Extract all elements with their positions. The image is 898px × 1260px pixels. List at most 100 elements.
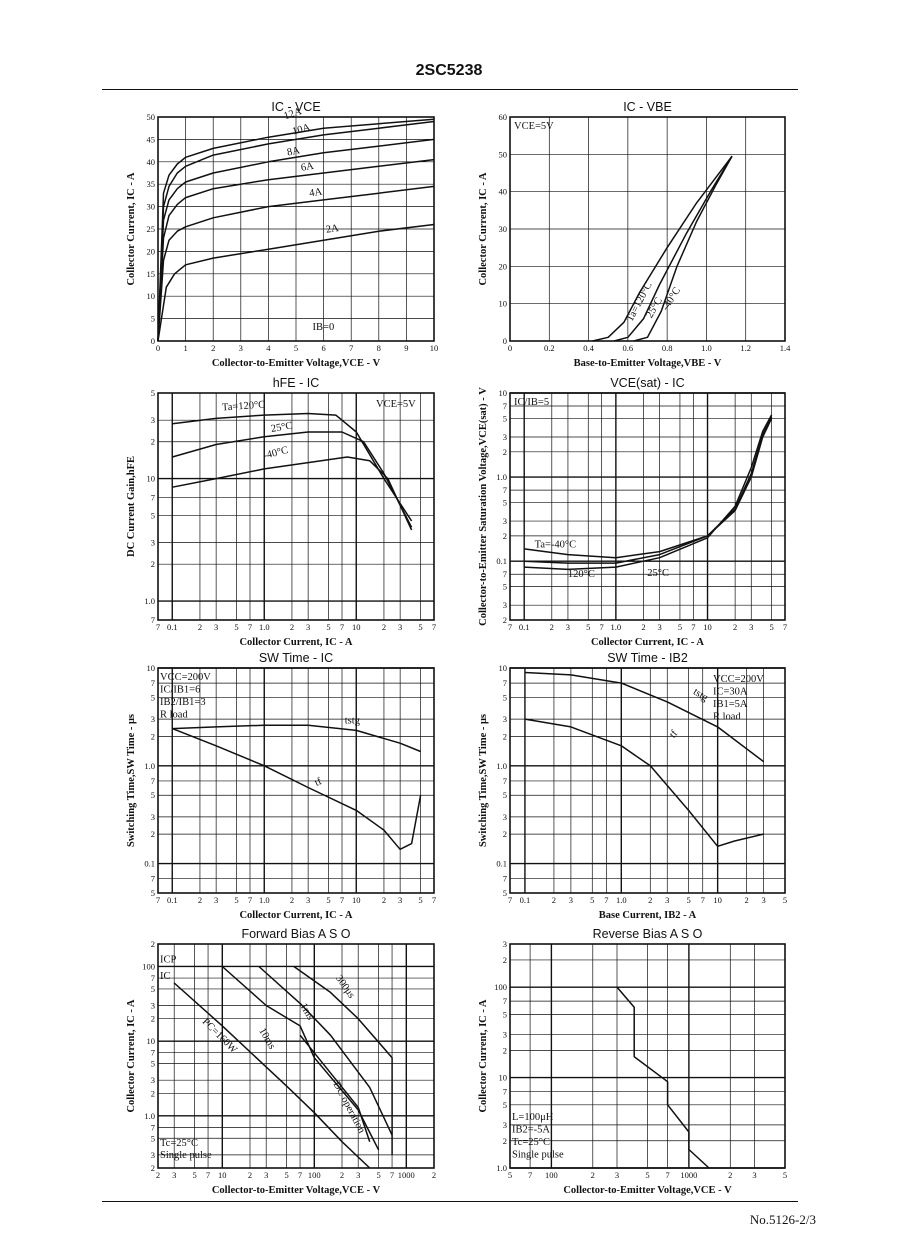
y-tick-label: 1.0: [144, 596, 155, 606]
y-tick-label: 2: [151, 1088, 155, 1098]
x-tick-label: 5: [687, 895, 691, 905]
series-line-tstg: [172, 724, 421, 753]
x-tick-label: 5: [783, 1170, 787, 1180]
x-tick-label: 7: [528, 1170, 532, 1180]
y-tick-label: 5: [151, 692, 155, 702]
x-tick-label: 9: [404, 343, 408, 353]
sw_ic-chart: 7 0.1 2 3 5 7 1.0 2 3 5 7 10 2 3 5 7570.123571.0235710S…: [126, 651, 436, 921]
x-tick-label: 2: [198, 622, 202, 632]
x-tick-label: 7: [432, 895, 436, 905]
y-tick-label: 5: [503, 582, 507, 592]
y-tick-label: 3: [151, 812, 155, 822]
y-tick-label: 7: [503, 996, 507, 1006]
y-tick-label: 3: [151, 714, 155, 724]
y-tick-label: 2: [151, 829, 155, 839]
x-tick-label: 3: [749, 622, 753, 632]
x-tick-label: 7: [349, 343, 353, 353]
plot-frame: [157, 392, 435, 621]
y-tick-label: 10: [147, 291, 156, 301]
y-tick-label: 3: [151, 538, 155, 548]
x-tick-label: 7: [340, 622, 344, 632]
y-tick-label: 2: [151, 939, 155, 949]
x-tick-label: 0.2: [544, 343, 555, 353]
series-line-4a: [157, 185, 435, 342]
vcesat_ic-chart: 7 0.1 2 3 5 7 1.0 2 3 5 7 10 2 3 5 723570.123571.023571…: [478, 376, 787, 648]
y-tick-label: 5: [503, 497, 507, 507]
x-tick-label: 5: [418, 622, 422, 632]
series-line-tf: [172, 727, 422, 851]
series-line-tstg: [524, 671, 765, 763]
x-axis-label: Collector-to-Emitter Voltage,VCE - V: [212, 358, 381, 369]
y-tick-label: 7: [151, 493, 155, 503]
y-tick-label: 7: [503, 678, 507, 688]
plot-frame: [157, 943, 435, 1169]
y-tick-label: 35: [147, 179, 156, 189]
y-tick-label: 15: [147, 269, 156, 279]
y-tick-label: 3: [503, 1120, 507, 1130]
chart-title: IC - VCE: [271, 100, 320, 114]
chart-title: hFE - IC: [273, 376, 320, 390]
x-tick-label: 3: [306, 895, 310, 905]
y-tick-label: 5: [503, 413, 507, 423]
page-number: No.5126-2/3: [749, 1212, 816, 1227]
x-tick-label: 7: [156, 622, 160, 632]
y-tick-label: 3: [503, 939, 507, 949]
y-tick-label: 7: [151, 1122, 155, 1132]
x-tick-label: 7: [508, 895, 512, 905]
y-tick-label: 60: [499, 112, 508, 122]
y-tick-label: 2: [503, 829, 507, 839]
series-line-25-c: [524, 416, 773, 564]
series-line-2a: [157, 223, 435, 342]
series-label: 8A: [286, 145, 301, 159]
annotation-label: L=100μH: [512, 1112, 554, 1123]
x-axis-label: Collector Current, IC - A: [591, 637, 704, 648]
y-tick-label: 2: [151, 559, 155, 569]
y-tick-label: 5: [503, 888, 507, 898]
sw_ib2-chart: 7 0.1 2 3 5 7 1.0 2 3 5 7 10 2 3 5570.123571.0235710SW…: [478, 651, 787, 921]
x-tick-label: 1000: [398, 1170, 415, 1180]
series-label: 25°C: [270, 420, 293, 435]
x-tick-label: 2: [432, 1170, 436, 1180]
y-axis-label: Collector Current, IC - A: [478, 999, 489, 1112]
y-tick-label: 5: [151, 1059, 155, 1069]
x-axis-label: Collector-to-Emitter Voltage,VCE - V: [212, 1185, 381, 1196]
y-tick-label: 7: [151, 678, 155, 688]
y-tick-label: 7: [151, 776, 155, 786]
series-line-10a: [157, 120, 435, 342]
annotation-label: ICP: [160, 954, 177, 965]
x-tick-label: 0: [156, 343, 160, 353]
annotation-label: IC/IB=5: [514, 397, 549, 408]
x-tick-label: 0: [508, 343, 512, 353]
series-label: tf: [313, 776, 324, 789]
x-tick-label: 10: [703, 622, 712, 632]
x-tick-label: 3: [398, 895, 402, 905]
series-line-dc-operation: [299, 1034, 371, 1142]
y-tick-label: 20: [499, 261, 508, 271]
y-tick-label: 10: [147, 1036, 156, 1046]
x-tick-label: 1.0: [616, 895, 627, 905]
x-tick-label: 3: [657, 622, 661, 632]
x-tick-label: 5: [234, 895, 238, 905]
series-label: 120°C: [568, 569, 595, 580]
y-tick-label: 20: [147, 246, 156, 256]
series-line-12a: [157, 118, 435, 342]
y-tick-label: 5: [503, 790, 507, 800]
x-tick-label: 5: [586, 622, 590, 632]
y-tick-label: 45: [147, 134, 156, 144]
y-tick-label: 50: [147, 112, 156, 122]
fb_aso-chart: 2 3 5 7 10 2 3 5 7 100 2 3 5 7 1000 223571.023571023571…: [126, 927, 436, 1196]
x-tick-label: 7: [390, 1170, 394, 1180]
plot-frame: [509, 116, 786, 342]
y-tick-label: 100: [142, 961, 155, 971]
annotation-label: VCC=200V: [713, 674, 764, 685]
x-tick-label: 2: [745, 895, 749, 905]
x-tick-label: 5: [769, 622, 773, 632]
y-tick-label: 5: [151, 388, 155, 398]
x-tick-label: 1: [183, 343, 187, 353]
x-tick-label: 0.1: [519, 622, 530, 632]
series-line-8a: [157, 138, 435, 342]
chart-title: Reverse Bias A S O: [593, 927, 703, 941]
y-tick-label: 10: [499, 299, 508, 309]
